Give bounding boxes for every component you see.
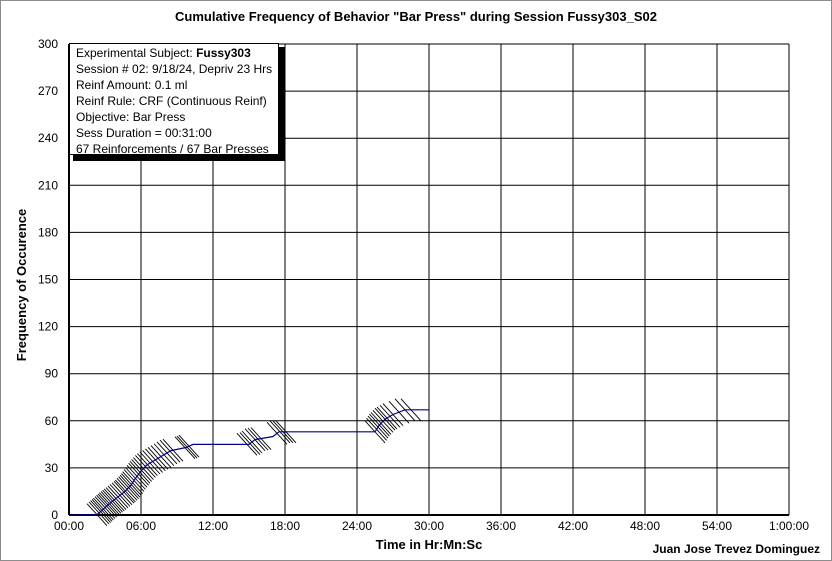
y-tick-label: 0 — [51, 508, 58, 522]
cumulative-line — [69, 409, 429, 516]
subject-name: Fussy303 — [196, 46, 251, 60]
y-tick-label: 180 — [38, 225, 58, 239]
x-tick-label: 48:00 — [630, 519, 660, 533]
y-tick-label: 210 — [38, 178, 58, 192]
info-session: Session # 02: 9/18/24, Depriv 23 Hrs — [76, 62, 273, 76]
author-credit: Juan Jose Trevez Dominguez — [653, 542, 820, 556]
x-tick-label: 18:00 — [270, 519, 300, 533]
chart-title: Cumulative Frequency of Behavior "Bar Pr… — [175, 9, 657, 24]
x-axis-title: Time in Hr:Mn:Sc — [376, 537, 483, 552]
info-subject: Experimental Subject: Fussy303 — [76, 46, 251, 60]
info-totals: 67 Reinforcements / 67 Bar Presses — [76, 142, 269, 156]
x-axis-ticks: 00:00 06:00 12:00 18:00 24:00 30:00 36:00 42:00… — [54, 519, 809, 533]
y-tick-label: 300 — [38, 37, 58, 51]
grid-lines — [68, 43, 790, 516]
y-tick-label: 90 — [45, 367, 59, 381]
y-tick-label: 120 — [38, 320, 58, 334]
x-tick-label: 54:00 — [702, 519, 732, 533]
y-tick-label: 60 — [45, 414, 59, 428]
x-tick-label: 42:00 — [558, 519, 588, 533]
x-tick-label: 00:00 — [54, 519, 84, 533]
y-axis-ticks: 0 30 60 90 120 150 180 210 240 270 300 — [38, 37, 58, 522]
x-tick-label: 36:00 — [486, 519, 516, 533]
info-reinf-rule: Reinf Rule: CRF (Continuous Reinf) — [76, 94, 267, 108]
y-tick-label: 150 — [38, 273, 58, 287]
y-tick-label: 30 — [45, 461, 59, 475]
y-axis-title: Frequency of Occurence — [14, 209, 29, 361]
info-box: Experimental Subject: Fussy303 Session #… — [69, 43, 279, 156]
info-objective: Objective: Bar Press — [76, 110, 186, 124]
x-tick-label: 1:00:00 — [769, 519, 809, 533]
x-tick-label: 06:00 — [126, 519, 156, 533]
y-tick-label: 270 — [38, 84, 58, 98]
x-tick-label: 24:00 — [342, 519, 372, 533]
x-tick-label: 12:00 — [198, 519, 228, 533]
x-tick-label: 30:00 — [414, 519, 444, 533]
y-tick-label: 240 — [38, 131, 58, 145]
info-duration: Sess Duration = 00:31:00 — [76, 126, 212, 140]
info-reinf-amount: Reinf Amount: 0.1 ml — [76, 78, 188, 92]
